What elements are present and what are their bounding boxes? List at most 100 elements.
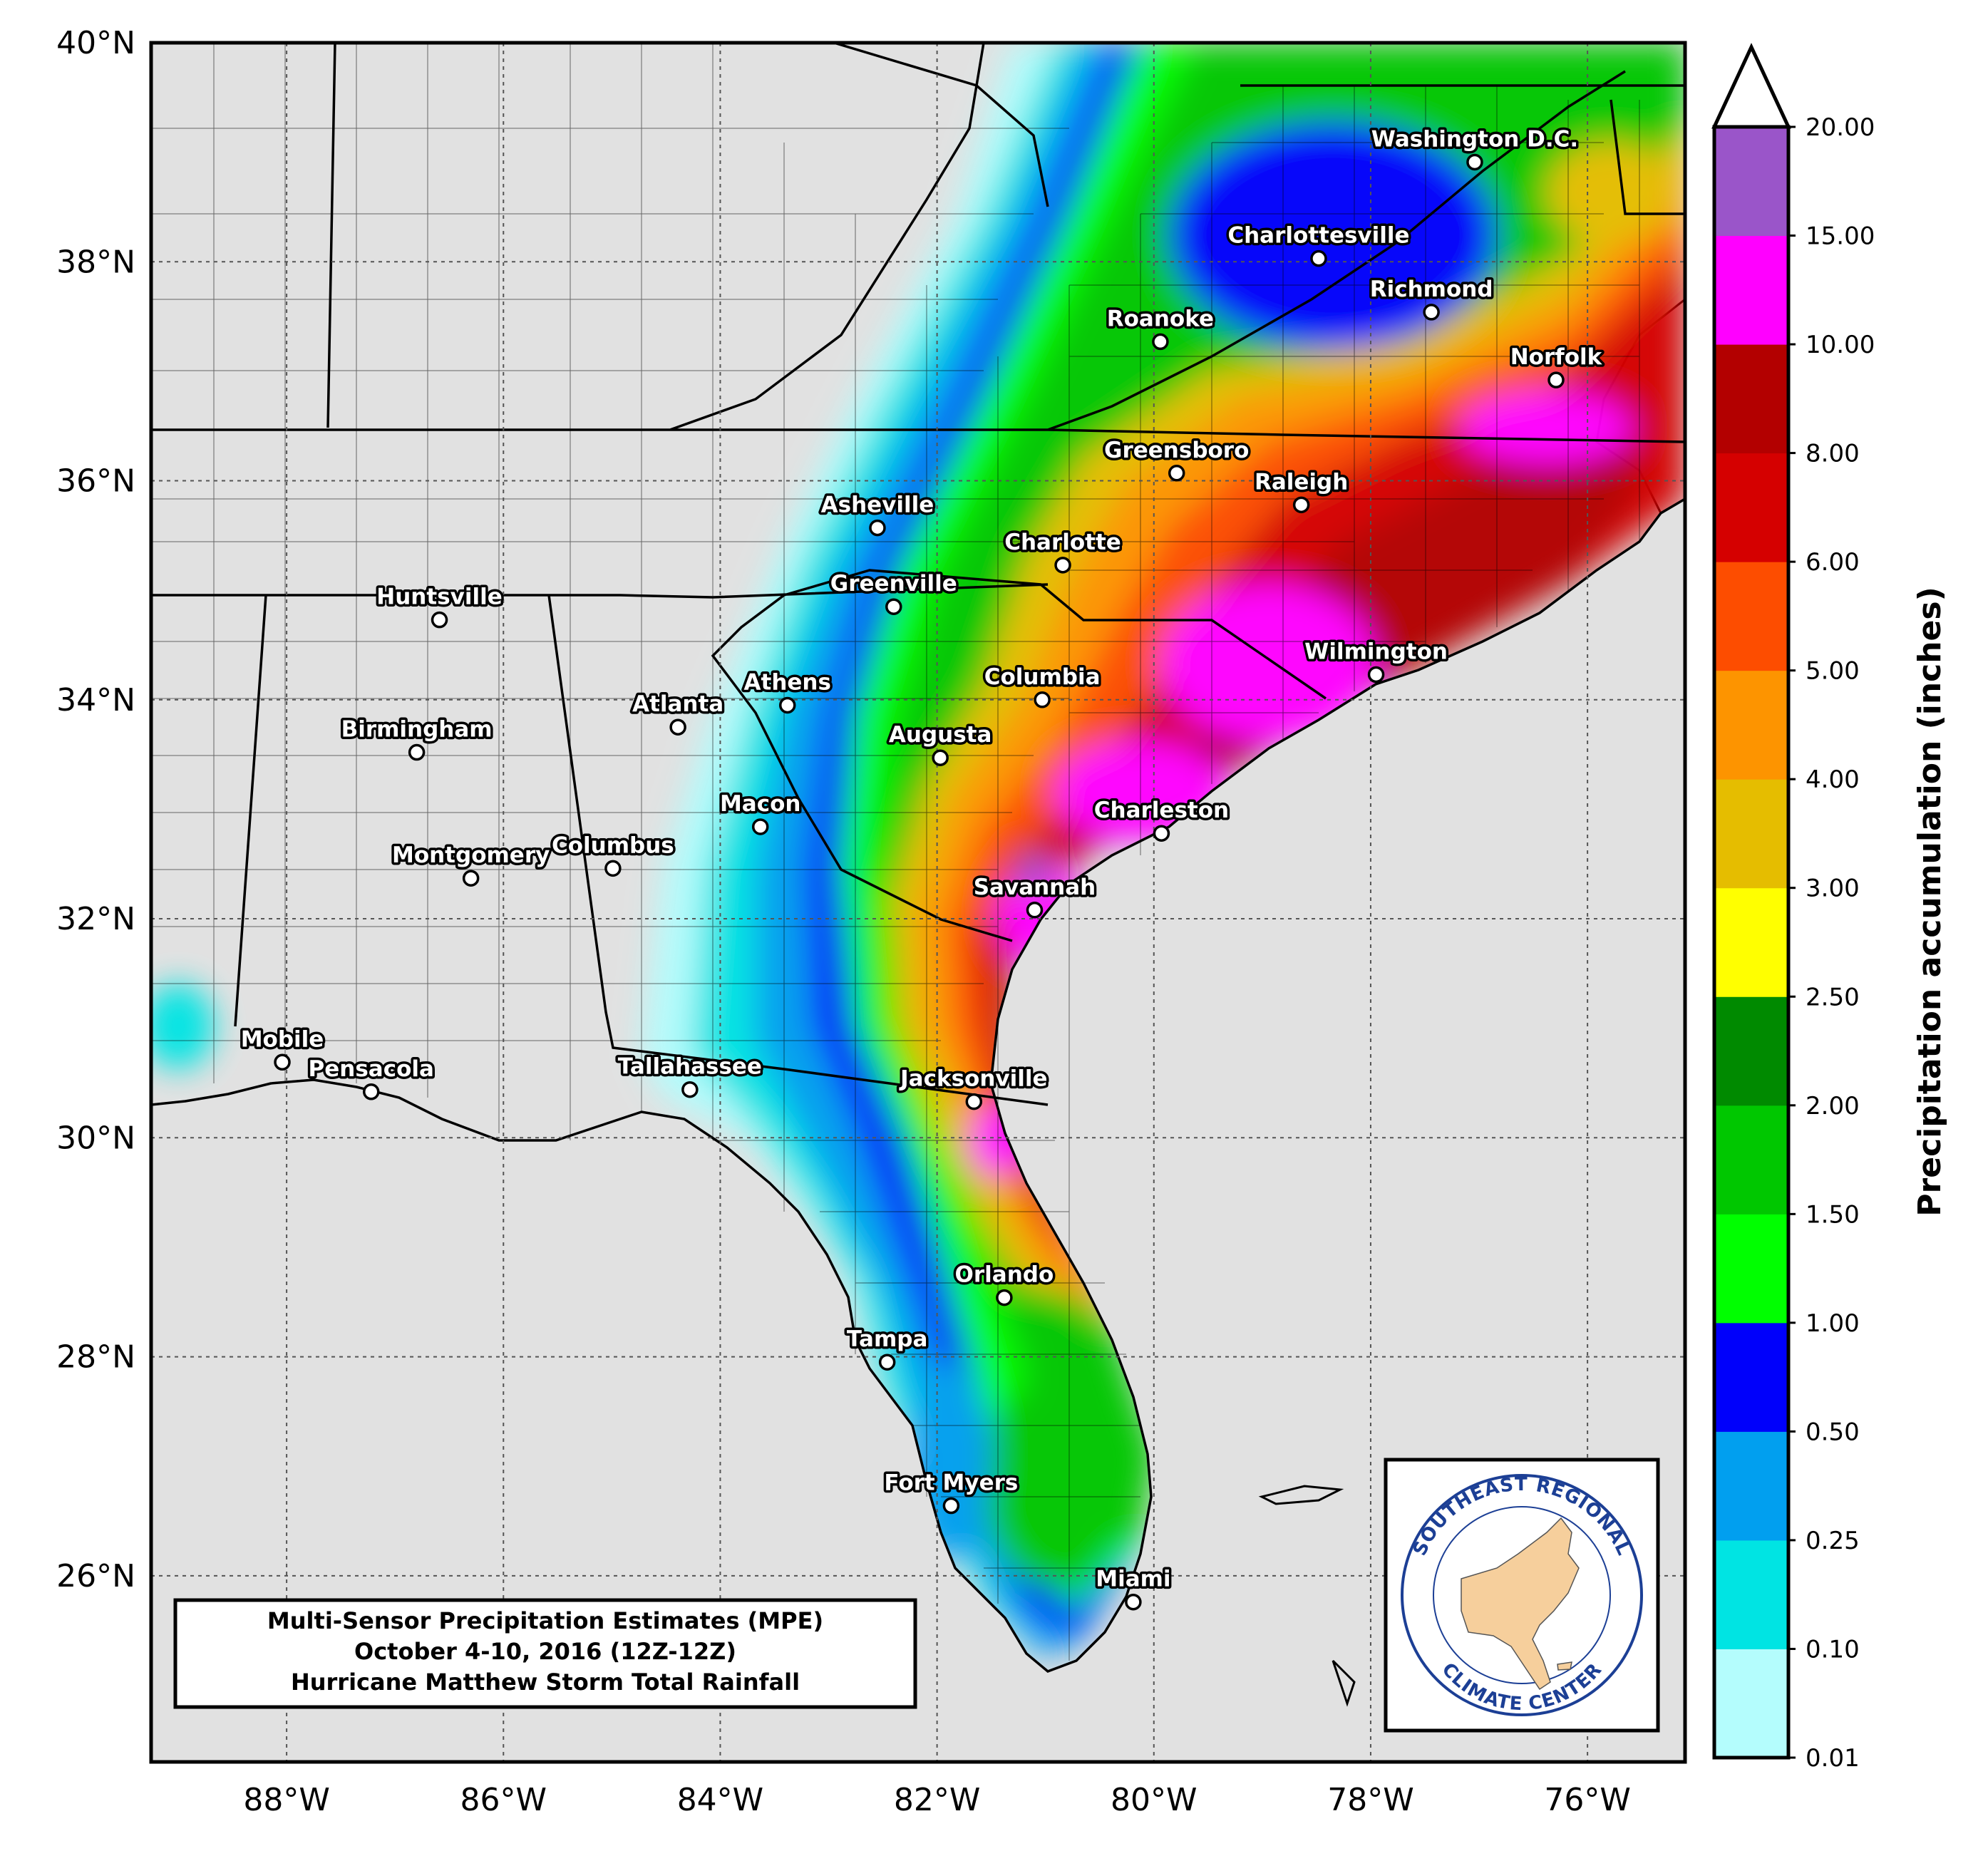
colorbar-segment	[1714, 1214, 1788, 1324]
city-label-halo: Atlanta	[632, 691, 723, 717]
city-label: Atlanta	[632, 691, 723, 717]
city-marker	[1168, 465, 1185, 482]
lat-tick-label: 34°N	[56, 682, 135, 718]
city-label: Greenville	[830, 571, 957, 597]
city-label: Tampa	[847, 1326, 927, 1352]
city-label-halo: Augusta	[889, 722, 992, 748]
colorbar-tick-label: 0.50	[1806, 1418, 1860, 1446]
colorbar-segment	[1714, 344, 1788, 454]
city-label-halo: Mobile	[241, 1026, 324, 1052]
colorbar-tick-label: 2.50	[1806, 983, 1860, 1011]
colorbar-tick-label: 20.00	[1806, 113, 1875, 142]
county-borders	[151, 43, 1640, 1661]
city-label: Raleigh	[1255, 469, 1348, 495]
lat-tick-label: 30°N	[56, 1120, 135, 1156]
lon-tick-label: 84°W	[677, 1782, 764, 1818]
lon-tick-label: 78°W	[1327, 1782, 1414, 1818]
city-marker	[431, 611, 448, 629]
map-panel: Washington D.C.Washington D.C. Charlottes…	[149, 41, 1687, 1764]
city-label: Orlando	[955, 1262, 1054, 1288]
city-label: Richmond	[1370, 277, 1493, 302]
city-marker	[1034, 691, 1051, 708]
lat-tick-label: 38°N	[56, 244, 135, 280]
city-label-halo: Birmingham	[341, 717, 493, 743]
city-label-halo: Orlando	[955, 1262, 1054, 1288]
city-label: Tallahassee	[618, 1054, 762, 1080]
city-label-halo: Asheville	[821, 493, 934, 518]
city-label-halo: Jacksonville	[899, 1066, 1047, 1092]
city-label-halo: Montgomery	[392, 842, 550, 868]
city-label-halo: Huntsville	[376, 584, 502, 610]
lon-tick-label: 80°W	[1111, 1782, 1198, 1818]
city-label: Macon	[720, 791, 801, 817]
city-marker	[932, 749, 949, 766]
city-label-halo: Macon	[720, 791, 801, 817]
city-label-halo: Charlottesville	[1227, 223, 1409, 249]
colorbar-extend-arrow	[1711, 43, 1791, 129]
lon-tick-label: 88°W	[243, 1782, 330, 1818]
city-label-halo: Greenville	[830, 571, 957, 597]
city-label: Athens	[744, 669, 831, 695]
lat-tick-label: 36°N	[56, 463, 135, 500]
colorbar-segment	[1714, 1322, 1788, 1432]
city-marker	[1292, 496, 1310, 514]
logo-ring	[1401, 1474, 1643, 1716]
sercc-logo: SOUTHEAST REGIONAL CLIMATE CENTER	[1384, 1458, 1660, 1733]
city-label: Pensacola	[309, 1056, 434, 1082]
lat-tick-label: 26°N	[56, 1558, 135, 1594]
city-label-halo: Pensacola	[309, 1056, 434, 1082]
city-marker	[996, 1289, 1013, 1306]
city-marker	[274, 1053, 291, 1071]
colorbar-tick-label: 0.10	[1806, 1635, 1860, 1664]
colorbar-segment	[1714, 1431, 1788, 1541]
colorbar-tick-label: 5.00	[1806, 657, 1860, 686]
city-marker	[1423, 304, 1440, 321]
logo-ring-inner	[1433, 1506, 1611, 1684]
longitude-labels: 88°W 86°W 84°W 82°W 80°W 78°W 76°W	[243, 1782, 1631, 1818]
lon-tick-label: 82°W	[894, 1782, 981, 1818]
colorbar-segment	[1714, 996, 1788, 1106]
city-marker	[1367, 666, 1385, 684]
city-marker	[604, 860, 622, 877]
colorbar-segment	[1714, 779, 1788, 889]
city-marker	[1125, 1593, 1142, 1611]
city-label: Miami	[1096, 1567, 1170, 1592]
city-marker	[869, 519, 886, 537]
city-label-halo: Norfolk	[1510, 344, 1603, 370]
title-line-1: Multi-Sensor Precipitation Estimates (MP…	[267, 1607, 823, 1634]
city-label: Columbia	[984, 664, 1101, 690]
colorbar-tick-label: 10.00	[1806, 331, 1875, 359]
city-marker	[1466, 153, 1483, 171]
colorbar-tick-label: 8.00	[1806, 440, 1860, 468]
city-label-halo: Richmond	[1370, 277, 1493, 302]
city-marker	[1152, 333, 1169, 351]
city-label: Montgomery	[392, 842, 550, 868]
city-label: Jacksonville	[899, 1066, 1047, 1092]
colorbar-segment	[1714, 453, 1788, 562]
colorbar-tick-label: 1.50	[1806, 1200, 1860, 1229]
colorbar-segment	[1714, 235, 1788, 345]
lon-tick-label: 86°W	[460, 1782, 547, 1818]
lat-tick-label: 28°N	[56, 1339, 135, 1376]
city-label: Asheville	[821, 493, 934, 518]
colorbar-segment	[1714, 887, 1788, 997]
colorbar-tick-label: 4.00	[1806, 765, 1860, 794]
city-label-halo: Washington D.C.	[1371, 126, 1578, 152]
